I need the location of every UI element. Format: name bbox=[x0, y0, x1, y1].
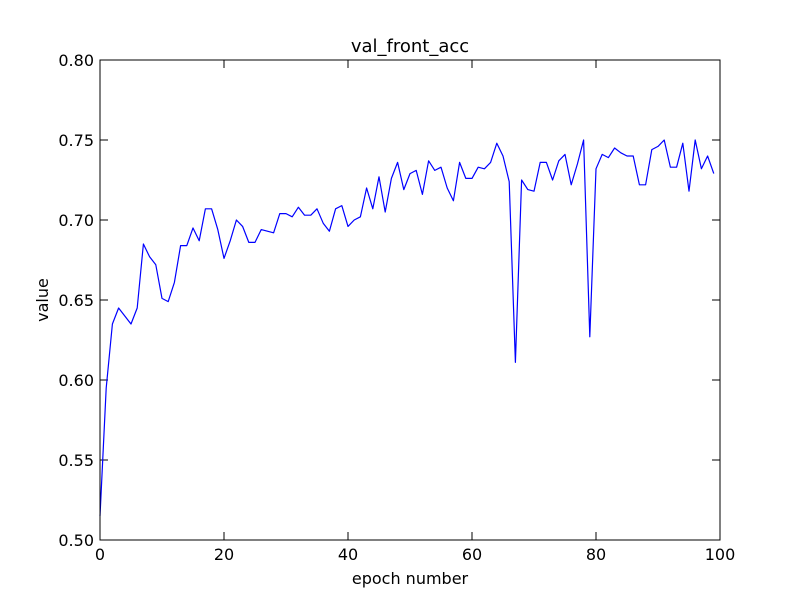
axis-ticks bbox=[99, 59, 721, 541]
axis-tick-labels: 0 20 40 60 80 100 0.50 0.55 0.60 0.65 0.70 0.75 0.80 bbox=[58, 51, 735, 564]
y-tick-label: 0.60 bbox=[58, 371, 94, 390]
plot-frame bbox=[99, 59, 721, 541]
x-tick-label: 100 bbox=[705, 545, 736, 564]
y-tick-label: 0.75 bbox=[58, 131, 94, 150]
x-tick-label: 0 bbox=[95, 545, 105, 564]
x-tick-label: 80 bbox=[586, 545, 606, 564]
series-line bbox=[99, 139, 715, 517]
y-axis-label: value bbox=[33, 278, 52, 322]
x-tick-label: 60 bbox=[462, 545, 482, 564]
x-tick-label: 40 bbox=[338, 545, 358, 564]
y-tick-label: 0.70 bbox=[58, 211, 94, 230]
y-tick-label: 0.65 bbox=[58, 291, 94, 310]
y-tick-label: 0.50 bbox=[58, 531, 94, 550]
chart-title: val_front_acc bbox=[351, 36, 469, 57]
y-tick-label: 0.80 bbox=[58, 51, 94, 70]
x-tick-label: 20 bbox=[214, 545, 234, 564]
y-tick-label: 0.55 bbox=[58, 451, 94, 470]
x-axis-label: epoch number bbox=[352, 569, 469, 588]
